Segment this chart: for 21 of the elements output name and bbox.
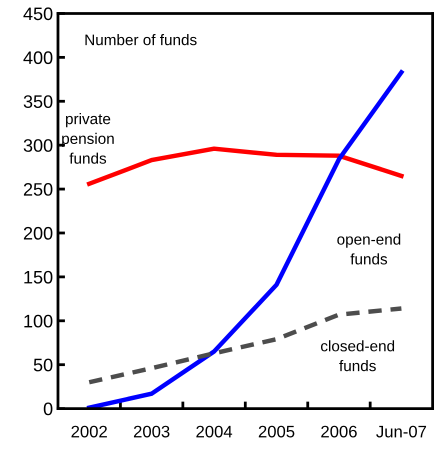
x-tick-label: 2002 — [72, 426, 107, 438]
y-tick-label: 200 — [24, 226, 52, 240]
x-tick-label: 2003 — [134, 426, 170, 438]
y-tick-label: 100 — [24, 314, 52, 328]
x-tick-label: Jun-07 — [376, 426, 426, 438]
text: open-end funds — [337, 234, 400, 265]
series-label: closed-end funds — [320, 340, 394, 372]
annotation: Number of funds — [85, 34, 197, 46]
x-tick-label: 2006 — [321, 426, 357, 438]
y-tick-label: 450 — [23, 7, 52, 20]
line-series — [86, 306, 404, 384]
x-tick-label: 2005 — [258, 426, 294, 438]
y-tick-label: 400 — [23, 51, 52, 64]
y-tick-label: 50 — [34, 358, 52, 372]
x-tick-label: 2004 — [196, 426, 232, 438]
y-tick-label: 0 — [44, 402, 52, 416]
y-tick-label: 300 — [24, 139, 52, 152]
y-tick-label: 250 — [24, 183, 52, 196]
y-tick-label: 350 — [24, 95, 52, 108]
series-label: private pension funds — [62, 113, 114, 164]
y-tick-label: 150 — [24, 270, 52, 284]
